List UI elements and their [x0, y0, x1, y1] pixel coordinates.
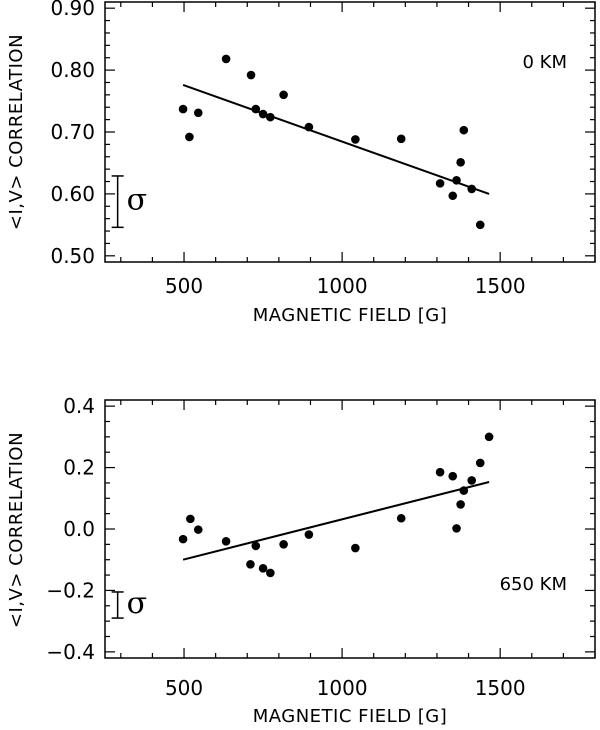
top-data-point [435, 179, 445, 188]
top-ticks [105, 2, 596, 262]
bottom-data-point [351, 543, 360, 553]
top-x-tick-label: 1000 [317, 274, 368, 298]
bottom-data-point [246, 560, 255, 569]
top-data-point [221, 54, 231, 64]
top-data-point [185, 132, 194, 142]
top-data-point [351, 135, 360, 144]
bottom-data-point [258, 564, 268, 573]
bottom-data-point [452, 524, 461, 533]
top-data-point [396, 134, 406, 144]
top-data-point [456, 158, 465, 167]
bottom-x-tick-label: 1500 [475, 676, 526, 700]
bottom-data-point [304, 530, 314, 539]
top-x-tick-label: 500 [165, 274, 203, 298]
bottom-panel: 500 1000 1500 −0.4 −0.2 0.0 0.2 0.4 σ MAGNETIC … [6, 394, 596, 727]
bottom-data-point [459, 486, 469, 495]
bottom-data-point [178, 534, 188, 544]
bottom-x-tick-label: 1000 [317, 676, 368, 700]
top-y-tick-label: 0.60 [50, 182, 95, 206]
top-y-axis-title: <I,V> CORRELATION [6, 34, 27, 230]
top-data-point [467, 184, 477, 194]
top-data-point [448, 191, 458, 201]
bottom-y-tick-label: 0.0 [63, 517, 95, 541]
bottom-altitude-label: 650 KM [500, 574, 567, 595]
top-data-point [258, 109, 268, 119]
bottom-data-point [435, 467, 445, 477]
top-marks: σ [111, 54, 490, 230]
top-tick-labels: 500 1000 1500 0.50 0.60 0.70 0.80 0.90 [50, 0, 525, 298]
top-panel: 500 1000 1500 0.50 0.60 0.70 0.80 0.90 σ MAGNET… [6, 0, 596, 326]
bottom-y-tick-label: −0.2 [46, 578, 95, 602]
bottom-x-tick-label: 500 [165, 676, 203, 700]
bottom-sigma-label: σ [127, 586, 147, 621]
top-y-tick-label: 0.90 [50, 0, 95, 20]
top-data-point [246, 70, 256, 80]
top-y-tick-label: 0.50 [50, 244, 95, 268]
top-fit-line [182, 84, 490, 195]
bottom-marks: σ [111, 432, 494, 621]
top-y-tick-label: 0.80 [50, 58, 95, 82]
bottom-fit-line [182, 481, 490, 561]
bottom-y-tick-label: −0.4 [46, 640, 95, 664]
top-data-point [178, 104, 188, 114]
bottom-data-point [396, 513, 406, 523]
bottom-data-point [186, 514, 195, 524]
bottom-data-point [456, 500, 465, 509]
top-data-point [279, 90, 288, 100]
top-data-point [266, 112, 275, 122]
top-data-point [452, 175, 461, 185]
top-sigma-label: σ [127, 183, 147, 218]
bottom-data-point [467, 476, 477, 485]
top-data-point [193, 108, 203, 118]
top-data-point [251, 104, 261, 114]
bottom-data-point [221, 536, 231, 546]
top-data-point [304, 122, 314, 132]
top-data-point [459, 125, 469, 135]
top-data-point [475, 220, 485, 230]
bottom-tick-labels: 500 1000 1500 −0.4 −0.2 0.0 0.2 0.4 [46, 394, 525, 700]
bottom-ticks [105, 400, 596, 658]
bottom-data-point [251, 541, 261, 551]
bottom-data-point [279, 540, 288, 549]
top-y-tick-label: 0.70 [50, 120, 95, 144]
bottom-data-point [266, 568, 275, 578]
top-plot-frame [104, 1, 596, 263]
top-altitude-label: 0 KM [522, 52, 567, 73]
bottom-data-point [475, 458, 485, 468]
top-x-axis-title: MAGNETIC FIELD [G] [253, 305, 448, 326]
bottom-y-tick-label: 0.4 [63, 394, 95, 418]
bottom-y-axis-title: <I,V> CORRELATION [6, 432, 27, 628]
bottom-data-point [193, 525, 203, 534]
bottom-data-point [448, 471, 458, 481]
top-x-tick-label: 1500 [475, 274, 526, 298]
bottom-y-tick-label: 0.2 [63, 456, 95, 480]
bottom-data-point [484, 432, 494, 442]
bottom-x-axis-title: MAGNETIC FIELD [G] [253, 706, 448, 727]
bottom-plot-frame [104, 399, 596, 659]
